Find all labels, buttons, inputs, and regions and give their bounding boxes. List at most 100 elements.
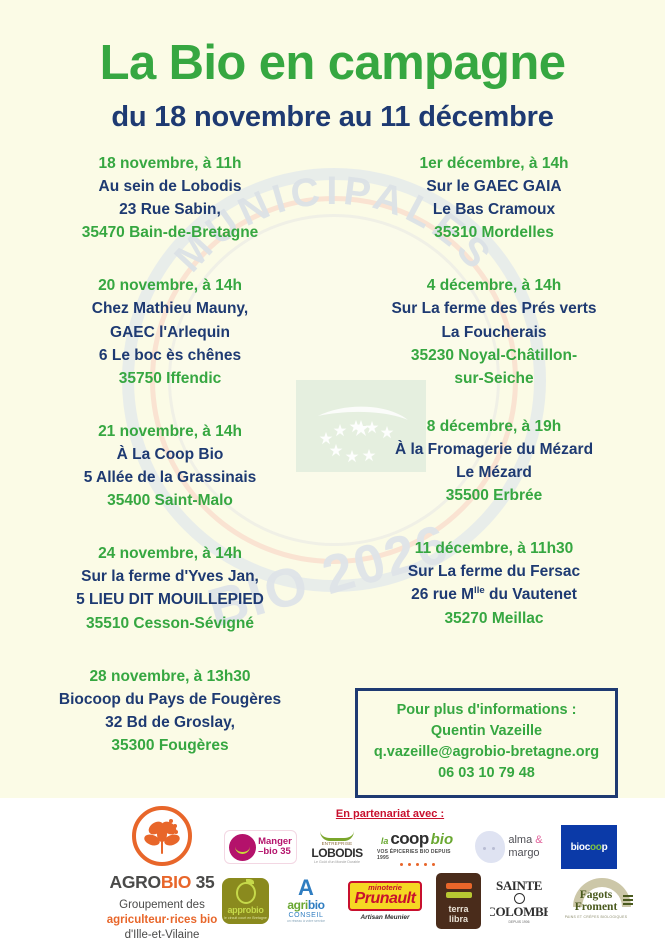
- agribio-word-bio: bio: [307, 897, 325, 912]
- alma-word: alma: [508, 834, 533, 847]
- agrobio-tagline: Groupement des agriculteur·rices bio d'I…: [92, 898, 232, 942]
- event-address: 6 Le boc ès chênes: [98, 346, 242, 364]
- event-address: Le Mézard: [456, 464, 532, 482]
- event-address-sup: lle: [474, 585, 485, 597]
- partner-logo-sainte-colombe: SAINTE COLOMBE DEPUIS 1906: [490, 877, 548, 925]
- event-place: Sur le GAEC GAIA: [426, 178, 562, 196]
- manger-bio-line1: Manger: [258, 836, 292, 848]
- terra-bar-green-icon: [445, 892, 472, 899]
- lobodis-sub: ENTREPRISE: [321, 840, 353, 846]
- page-subtitle: du 18 novembre au 11 décembre: [111, 101, 554, 133]
- agrobio-word-bio: BIO: [160, 872, 192, 892]
- event-address: 26 rue Mlle du Vautenet: [340, 583, 648, 606]
- event-date: 28 novembre, à 13h30: [89, 667, 251, 685]
- event-date: 8 décembre, à 19h: [426, 417, 562, 435]
- event-date: 24 novembre, à 14h: [98, 545, 242, 563]
- contact-phone[interactable]: 06 03 10 79 48: [438, 764, 535, 781]
- prunault-wordmark: Prunault: [354, 890, 416, 908]
- contact-heading: Pour plus d'informations :: [396, 702, 577, 718]
- contact-name: Quentin Vazeille: [430, 722, 543, 739]
- event-place: À La Coop Bio: [116, 445, 224, 463]
- lobodis-wordmark: LOBODIS: [311, 845, 363, 860]
- event-city: 35500 Erbrée: [445, 487, 543, 505]
- sainte-word: SAINTE: [495, 877, 542, 893]
- lobodis-swoosh-icon: [320, 831, 354, 841]
- agrobio-wordmark: AGROBIO 35: [92, 872, 232, 893]
- event-city: 35400 Saint-Malo: [107, 492, 233, 510]
- fagots-micro: PAINS ET CRÉPES BIOLOGIQUES: [564, 915, 628, 920]
- event-address-post: du Vautenet: [484, 586, 577, 604]
- partner-logo-manger-bio-35: Manger –bio 35: [224, 830, 297, 864]
- partner-logo-approbio: approbio le circuit court en Bretagne: [222, 878, 269, 924]
- partner-logo-row-2: approbio le circuit court en Bretagne A …: [222, 873, 635, 929]
- colombe-word: COLOMBE: [490, 903, 548, 919]
- event-place: Au sein de Lobodis: [98, 178, 242, 196]
- event-item: 1er décembre, à 14h Sur le GAEC GAIA Le …: [340, 152, 648, 244]
- approbio-sub: le circuit court en Bretagne: [224, 916, 267, 920]
- contact-info-box: Pour plus d'informations : Quentin Vazei…: [355, 688, 618, 798]
- event-city: 35470 Bain-de-Bretagne: [81, 224, 259, 242]
- event-address: 5 LIEU DIT MOUILLEPIED: [76, 591, 264, 609]
- event-address: 32 Bd de Groslay,: [105, 713, 235, 731]
- manger-bio-smiley-icon: [229, 833, 257, 861]
- coopbio-word-bio: bio: [430, 830, 454, 848]
- agrobio-tagline-line1: Groupement des: [119, 899, 205, 911]
- approbio-fruit-icon: [235, 879, 256, 904]
- fagots-oven-arc-icon: [573, 878, 631, 907]
- footer-logos-bar: AGROBIO 35 Groupement des agriculteur·ri…: [0, 798, 665, 942]
- lobodis-micro: Le Goût d'un Monde Durable: [313, 859, 361, 864]
- sainte-micro: DEPUIS 1906: [508, 919, 530, 924]
- agrobio-tagline-line3: d'Ille-et-Vilaine: [124, 929, 200, 942]
- agribio-sub: CONSEIL: [288, 911, 324, 919]
- approbio-word-b: bio: [250, 905, 264, 915]
- event-item: 21 novembre, à 14h À La Coop Bio 5 Allée…: [16, 420, 324, 512]
- partner-logo-lobodis: ENTREPRISE LOBODIS Le Goût d'un Monde Du…: [306, 828, 368, 866]
- agrobio-word-agro: AGRO: [109, 872, 162, 892]
- event-item: 4 décembre, à 14h Sur La ferme des Prés …: [340, 274, 648, 389]
- coopbio-word-la: la: [380, 835, 389, 846]
- event-city: 35300 Fougères: [111, 736, 229, 754]
- event-place: Sur La ferme du Fersac: [407, 563, 581, 581]
- approbio-word-a: appro: [227, 905, 251, 915]
- partners-heading: En partenariat avec :: [335, 808, 445, 820]
- event-date: 18 novembre, à 11h: [98, 155, 242, 172]
- event-date: 21 novembre, à 14h: [98, 422, 242, 440]
- margo-word: margo: [508, 847, 540, 859]
- prunault-sub: Artisan Meunier: [360, 914, 410, 922]
- terra-word: terra: [448, 904, 469, 915]
- contact-email[interactable]: q.vazeille@agrobio-bretagne.org: [373, 743, 600, 760]
- event-address: La Foucherais: [441, 323, 547, 341]
- events-column-left: 18 novembre, à 11h Au sein de Lobodis 23…: [0, 152, 332, 779]
- event-place: Sur la ferme d'Yves Jan,: [81, 568, 259, 586]
- events-column-right: 1er décembre, à 14h Sur le GAEC GAIA Le …: [332, 152, 664, 779]
- event-item: 28 novembre, à 13h30 Biocoop du Pays de …: [16, 665, 324, 757]
- libra-word: libra: [448, 913, 468, 924]
- sainte-dove-icon: [513, 892, 525, 904]
- biocoop-word-a: bioc: [570, 841, 591, 853]
- coopbio-word-coop: coop: [390, 828, 429, 848]
- agrobio-flower-icon: [132, 806, 192, 866]
- event-city: 35270 Meillac: [444, 609, 544, 627]
- partner-logo-fagots-et-froment: Fagots Froment PAINS ET CRÉPES BIOLOGIQU…: [557, 878, 635, 924]
- partner-logo-alma-margo: alma & margo: [466, 827, 552, 867]
- alma-ampersand: &: [535, 834, 543, 847]
- event-date: 20 novembre, à 14h: [98, 277, 242, 295]
- prunault-word-minoterie: minoterie: [368, 882, 402, 892]
- coopbio-tagline: VOS ÉPICERIES BIO DEPUIS 1995: [377, 848, 451, 861]
- event-item: 20 novembre, à 14h Chez Mathieu Mauny, G…: [16, 274, 324, 389]
- biocoop-word-b: oo: [589, 841, 602, 853]
- event-address: Le Bas Cramoux: [432, 201, 556, 219]
- alma-blob-icon: [475, 831, 506, 863]
- event-date: 1er décembre, à 14h: [419, 155, 569, 172]
- event-city: 35510 Cesson-Sévigné: [85, 614, 254, 632]
- coopbio-dots-icon: [399, 862, 435, 866]
- event-item: 18 novembre, à 11h Au sein de Lobodis 23…: [16, 152, 324, 244]
- agribio-letter-a-icon: A: [298, 877, 314, 901]
- event-city: 35750 Iffendic: [118, 369, 222, 387]
- event-place: Sur La ferme des Prés verts: [391, 300, 597, 318]
- agribio-word-agri: agri: [287, 897, 308, 912]
- terra-bar-orange-icon: [445, 883, 472, 890]
- partner-logo-minoterie-prunault: minoterie Prunault Artisan Meunier: [343, 879, 427, 923]
- event-place: Chez Mathieu Mauny,: [91, 300, 249, 318]
